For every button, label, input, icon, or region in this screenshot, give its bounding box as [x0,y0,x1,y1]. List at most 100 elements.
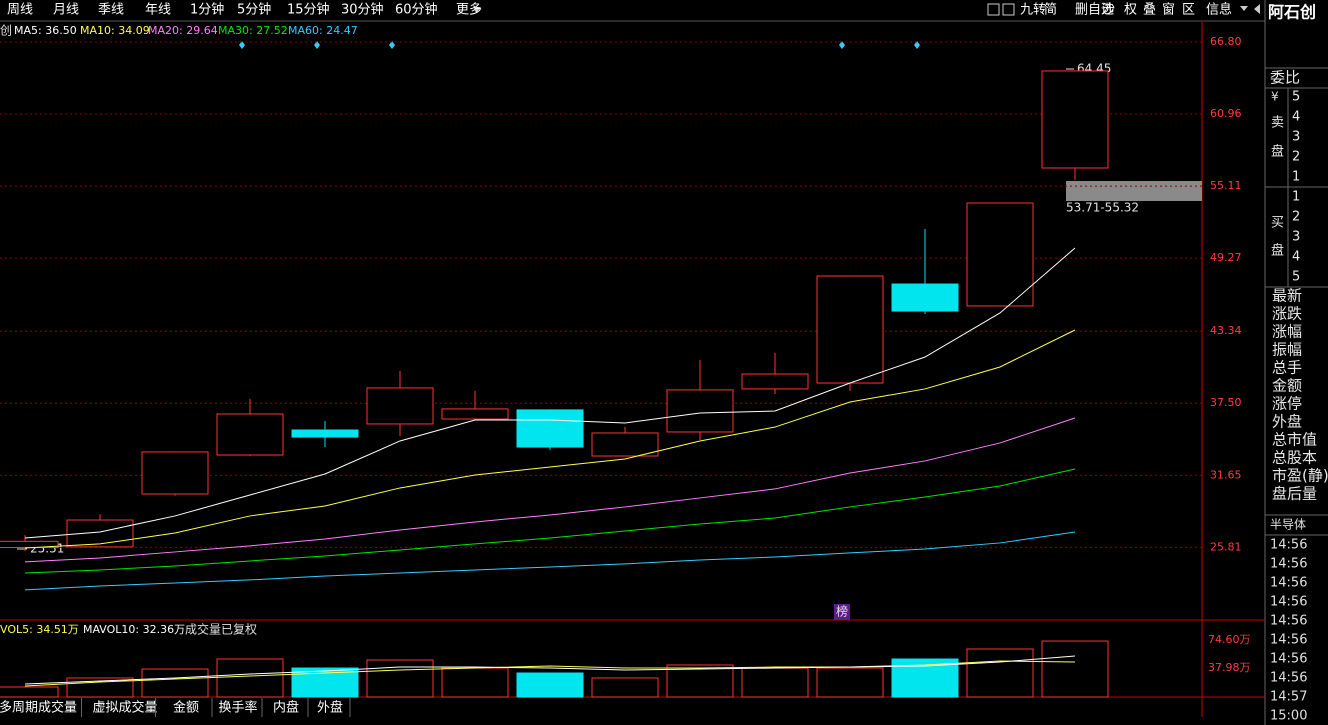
trade-time: 14:56 [1270,614,1307,629]
volume-bar [741,667,809,698]
period-tab[interactable]: 月线 [53,3,79,18]
volume-tick-label: 37.98万 [1208,661,1251,674]
candle-body [141,451,209,495]
period-tab[interactable]: 60分钟 [395,2,438,18]
ma-line [24,468,1076,574]
candle-body [816,275,884,384]
sell-level: 2 [1292,150,1300,165]
period-tab[interactable]: 年线 [145,3,171,18]
tool-icon[interactable] [1002,3,1015,16]
y-tick-label: 60.96 [1210,107,1242,120]
sector: 半导体 [1270,518,1306,532]
y-tick-label: 25.81 [1210,540,1242,553]
quote-field: 最新 [1272,287,1302,305]
tool-button[interactable]: 区 [1182,3,1195,18]
volume-note: 成交量已复权 [185,622,257,637]
trade-time: 15:00 [1270,709,1307,724]
volume-tick-label: 74.60万 [1208,633,1251,646]
quote-field: 涨幅 [1272,323,1302,341]
tool-button[interactable]: 权 [1124,2,1137,18]
volume-bar [216,658,284,698]
legend-entry: MA20: 29.64 [148,24,218,37]
buy-level: 4 [1292,250,1300,265]
period-tab[interactable]: 15分钟 [287,2,330,18]
legend-entry: MA30: 27.52 [218,24,288,37]
volume-legend-entry: VOL5: 34.51万 [0,623,79,636]
markers [239,41,920,49]
volume-bar [666,664,734,698]
tool-icon[interactable] [987,3,1000,16]
y-tick-label: 43.34 [1210,324,1242,337]
candle-body [1041,70,1109,169]
period-tab[interactable]: 1分钟 [190,2,224,18]
tool-button[interactable]: 信息 [1206,2,1232,18]
indicator-tab[interactable]: 金额 [173,700,199,716]
volume-bar [141,668,209,698]
sell-level: 4 [1292,110,1300,125]
buy-level: 1 [1292,190,1300,205]
back-icon[interactable] [1254,4,1260,14]
indicator-tab[interactable]: 外盘 [317,700,343,716]
tool-button[interactable]: 删自选 [1075,3,1114,18]
period-tab[interactable]: 季线 [98,3,124,18]
indicator-prefix: 创 [0,24,12,38]
quote-field: 涨停 [1272,395,1302,413]
signal-marker [314,41,320,49]
y-tick-label: 55.11 [1210,179,1242,192]
tool-button[interactable]: 叠 [1143,3,1156,18]
sell-level: 5 [1292,90,1300,105]
candle-body [741,373,809,390]
dropdown-icon[interactable] [1240,6,1248,11]
signal-marker [839,41,845,49]
volume-bar [816,667,884,698]
buy-level: 5 [1292,270,1300,285]
y-tick-label: 37.50 [1210,396,1242,409]
quote-field: 总市值 [1272,431,1317,449]
y-tick-label: 66.80 [1210,35,1242,48]
quote-field: 总手 [1272,359,1302,377]
indicator-tab[interactable]: 多周期成交量 [0,700,77,716]
legend-entry: MA10: 34.09 [80,24,150,37]
tool-button[interactable]: 沙 [1102,3,1115,18]
indicator-tab[interactable]: 虚拟成交量 [92,700,157,716]
badge: 榜 [836,604,848,619]
ma-line [24,531,1076,591]
currency: ¥ [1271,90,1279,104]
signal-marker [914,41,920,49]
indicator-tab[interactable]: 换手率 [218,700,257,716]
candle-body [216,413,284,456]
volume-bar [366,659,434,698]
bid-ask-band [1066,181,1202,201]
tool-button[interactable]: 窗 [1162,2,1175,18]
trade-time: 14:56 [1270,576,1307,591]
volume-bar [0,686,59,698]
quote-field: 盘后量 [1272,485,1317,503]
indicator-tab[interactable]: 内盘 [273,700,299,716]
toolbar-more[interactable]: 更多 [456,2,482,18]
quote-field: 金额 [1272,377,1302,395]
trade-time: 14:57 [1270,690,1307,705]
dropdown-icon[interactable] [473,7,481,12]
buy-level: 3 [1292,230,1300,245]
candle-body [666,389,734,433]
signal-marker [239,41,245,49]
volume-legend-entry: MAVOL10: 32.36万 [83,623,185,636]
buy-level: 2 [1292,210,1300,225]
volume-bar [1041,640,1109,698]
commission-ratio: 委比 [1270,69,1300,87]
trade-time: 14:56 [1270,595,1307,610]
tool-button[interactable]: 九转 [1020,3,1046,18]
buy-label: 买 [1271,216,1284,231]
candle-body [291,429,359,438]
tool-button[interactable]: 简 [1044,2,1057,18]
volume-bar [441,667,509,698]
period-tab[interactable]: 30分钟 [341,2,384,18]
volume-bar [591,677,659,698]
period-tab[interactable]: 5分钟 [237,2,271,18]
trade-time: 14:56 [1270,538,1307,553]
period-tab[interactable]: 周线 [7,3,33,18]
trade-time: 14:56 [1270,633,1307,648]
y-tick-label: 49.27 [1210,251,1242,264]
signal-marker [389,41,395,49]
ma-line [24,329,1076,549]
